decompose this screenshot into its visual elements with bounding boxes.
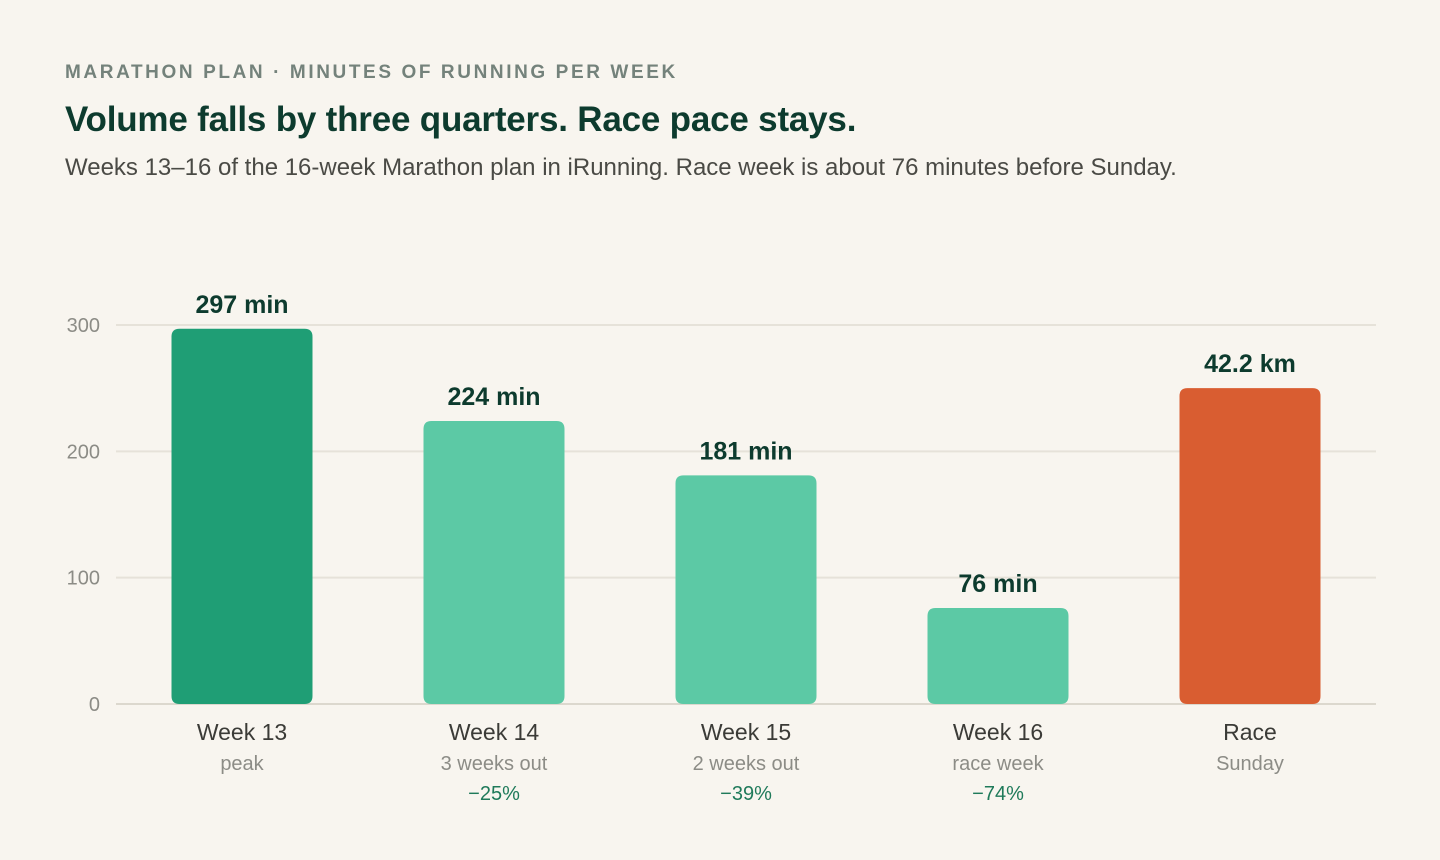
bar-value-label: 224 min [447, 383, 540, 411]
x-change-label: −25% [468, 783, 520, 805]
x-change-label: −39% [720, 783, 772, 805]
bar [675, 475, 817, 704]
bar [171, 328, 313, 704]
x-category-label: Race [1223, 719, 1277, 745]
bar-value-label: 181 min [699, 437, 792, 465]
chart-title: Volume falls by three quarters. Race pac… [65, 100, 857, 139]
y-tick-label: 100 [67, 568, 100, 590]
x-sublabel: Sunday [1216, 753, 1284, 775]
bar [423, 421, 565, 704]
x-category-label: Week 16 [953, 719, 1043, 745]
bar-value-label: 297 min [195, 291, 288, 319]
chart-kicker: MARATHON PLAN · MINUTES OF RUNNING PER W… [65, 62, 678, 83]
bar-value-label: 76 min [958, 570, 1037, 598]
bar-value-label: 42.2 km [1204, 350, 1296, 378]
x-category-label: Week 15 [701, 719, 791, 745]
x-category-label: Week 13 [197, 719, 287, 745]
y-tick-label: 200 [67, 441, 100, 463]
x-sublabel: race week [952, 753, 1044, 775]
x-change-label: −74% [972, 783, 1024, 805]
y-tick-label: 300 [67, 315, 100, 337]
y-tick-label: 0 [89, 694, 100, 716]
x-sublabel: 2 weeks out [693, 753, 800, 775]
chart-subtitle: Weeks 13–16 of the 16-week Marathon plan… [65, 154, 1177, 181]
bar [927, 607, 1069, 704]
x-category-label: Week 14 [449, 719, 540, 745]
bar [1179, 388, 1321, 704]
x-sublabel: peak [220, 753, 264, 775]
x-sublabel: 3 weeks out [441, 753, 548, 775]
